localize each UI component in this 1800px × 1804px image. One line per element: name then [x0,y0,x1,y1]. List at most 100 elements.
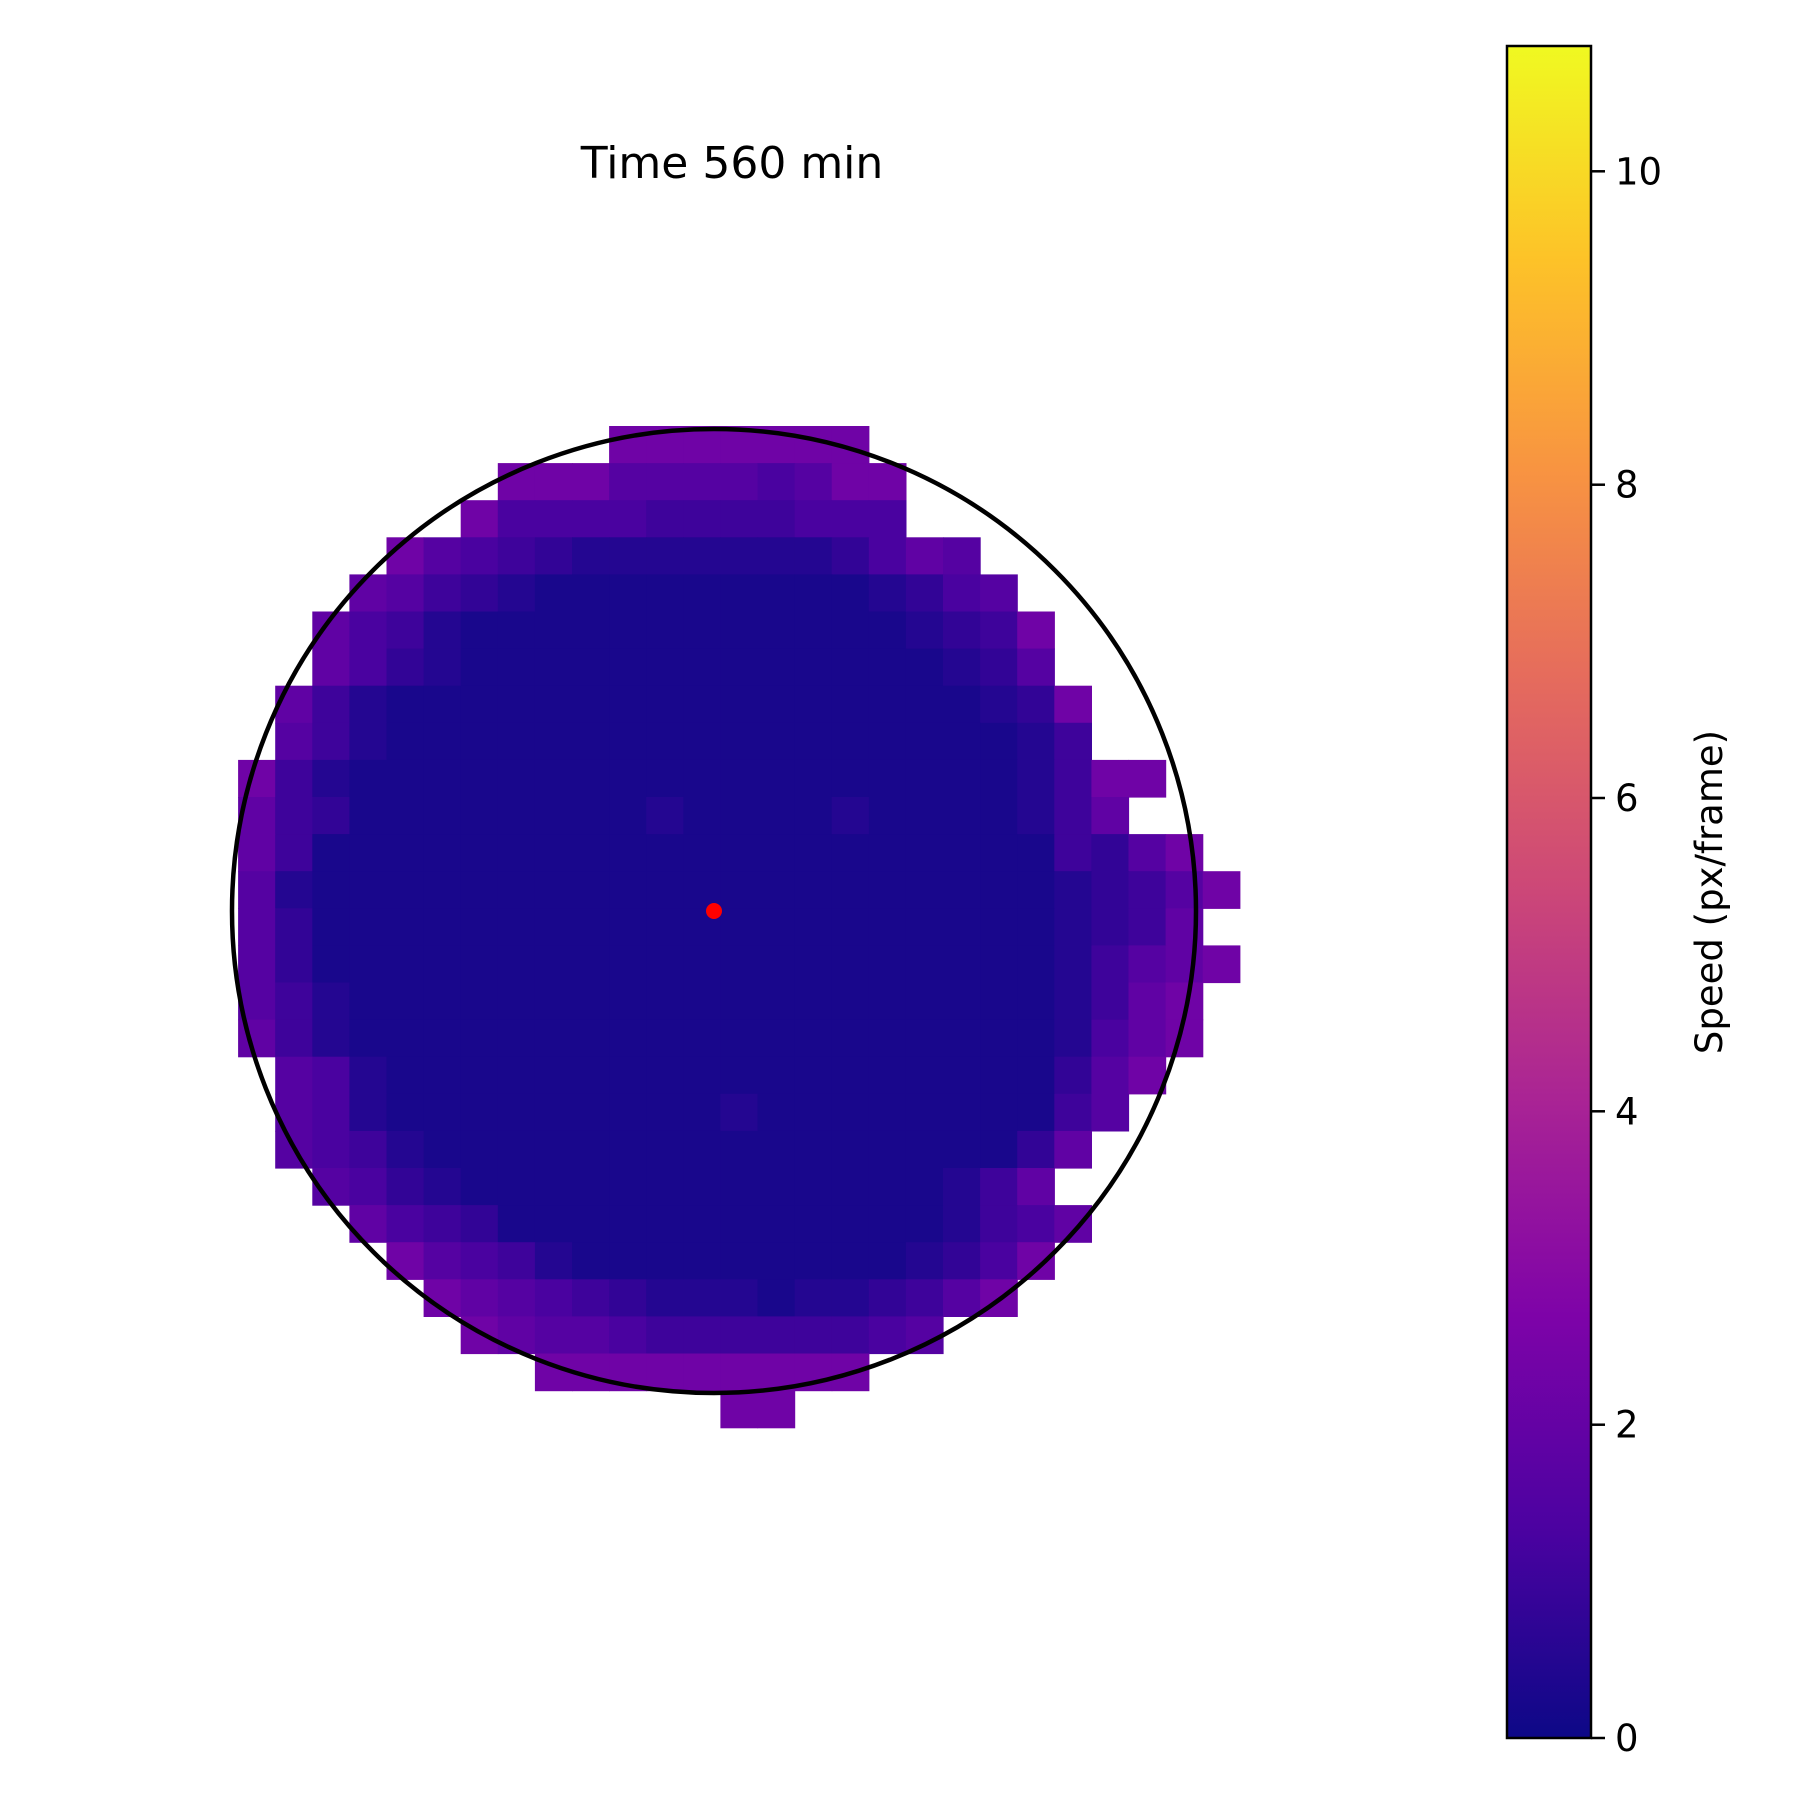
heatmap-cell [943,1242,981,1280]
heatmap-cell [943,685,981,724]
heatmap-cell [1054,1056,1092,1095]
heatmap-cell [794,426,833,464]
heatmap-cell [943,1130,981,1169]
heatmap-cell [683,537,721,575]
heatmap-cell [423,797,462,835]
heatmap-cell [720,1019,759,1058]
heatmap-cell [943,537,981,575]
heatmap-cell [794,797,833,835]
heatmap-cell [275,1019,313,1058]
heatmap-cell [757,1019,796,1058]
heatmap-cell [980,611,1018,650]
heatmap-cell [572,648,610,687]
heatmap-cell [831,982,870,1021]
heatmap-cell [757,1390,796,1429]
heatmap-cell [794,759,833,798]
heatmap-cell [905,1168,944,1206]
heatmap-cell [312,1093,350,1132]
heatmap-cell [646,759,684,798]
heatmap-cell [831,1168,870,1206]
heatmap-cell [1091,982,1130,1021]
heatmap-cell [831,1205,870,1243]
heatmap-cell [423,611,462,650]
heatmap-cell [720,908,759,946]
heatmap-cell [349,685,388,724]
heatmap-cell [905,759,944,798]
heatmap-cell [609,537,647,575]
heatmap-cell [757,537,796,575]
heatmap-cell [794,1130,833,1169]
heatmap-cell [460,982,499,1021]
heatmap-cell [423,685,462,724]
heatmap-cell [423,648,462,687]
heatmap-cell [720,1205,759,1243]
heatmap-cell [534,1130,573,1169]
heatmap-cell [386,648,425,687]
heatmap-cell [720,1353,759,1392]
heatmap-cell [572,537,610,575]
heatmap-cell [831,500,870,538]
heatmap-cell [572,871,610,909]
heatmap-cell [609,1316,647,1355]
heatmap-cell [1128,908,1167,946]
heatmap-cell [238,945,276,984]
heatmap-cell [943,1056,981,1095]
heatmap-cell [980,1130,1018,1169]
heatmap-cell [609,797,647,835]
heatmap-cell [1017,1130,1055,1169]
heatmap-cell [349,982,388,1021]
heatmap-cell [534,685,573,724]
heatmap-cell [534,537,573,575]
heatmap-cell [423,722,462,761]
heatmap-cell [868,500,907,538]
heatmap-cell [534,908,573,946]
heatmap-cell [794,1168,833,1206]
heatmap-cell [1017,1093,1055,1132]
heatmap-cell [1128,834,1167,872]
heatmap-cell [905,537,944,575]
colorbar-tick-label: 6 [1615,777,1639,820]
heatmap-cell [572,1205,610,1243]
heatmap-cell [1202,945,1241,984]
heatmap-cell [980,722,1018,761]
heatmap-cell [868,797,907,835]
heatmap-cell [1091,908,1130,946]
heatmap-cell [757,1056,796,1095]
heatmap-cell [683,426,721,464]
heatmap-cell [905,1056,944,1095]
heatmap-cell [943,611,981,650]
heatmap-cell [980,908,1018,946]
heatmap-cell [905,1019,944,1058]
heatmap-cell [386,722,425,761]
heatmap-cell [609,908,647,946]
heatmap-cell [497,797,536,835]
heatmap-cell [646,982,684,1021]
heatmap-cell [646,1130,684,1169]
heatmap-cell [980,945,1018,984]
heatmap-cell [238,759,276,798]
heatmap-cell [943,1205,981,1243]
heatmap-cell [497,908,536,946]
heatmap-cell [905,871,944,909]
heatmap-cell [497,1316,536,1355]
heatmap-cell [460,908,499,946]
heatmap-cell [683,1353,721,1392]
heatmap-cell [794,1279,833,1317]
heatmap-cell [572,1279,610,1317]
heatmap-cell [312,797,350,835]
heatmap-cell [794,463,833,501]
heatmap-cell [943,1093,981,1132]
heatmap-cell [534,834,573,872]
heatmap-cell [1017,685,1055,724]
heatmap-cell [683,1019,721,1058]
heatmap-cell [349,574,388,613]
heatmap-cell [980,685,1018,724]
colorbar-label: Speed (px/frame) [1688,730,1731,1054]
heatmap-cell [646,945,684,984]
heatmap-cell [275,759,313,798]
heatmap-cell [831,1316,870,1355]
heatmap-cell [905,982,944,1021]
heatmap-cell [794,1205,833,1243]
heatmap-cell [460,834,499,872]
heatmap-cell [312,648,350,687]
